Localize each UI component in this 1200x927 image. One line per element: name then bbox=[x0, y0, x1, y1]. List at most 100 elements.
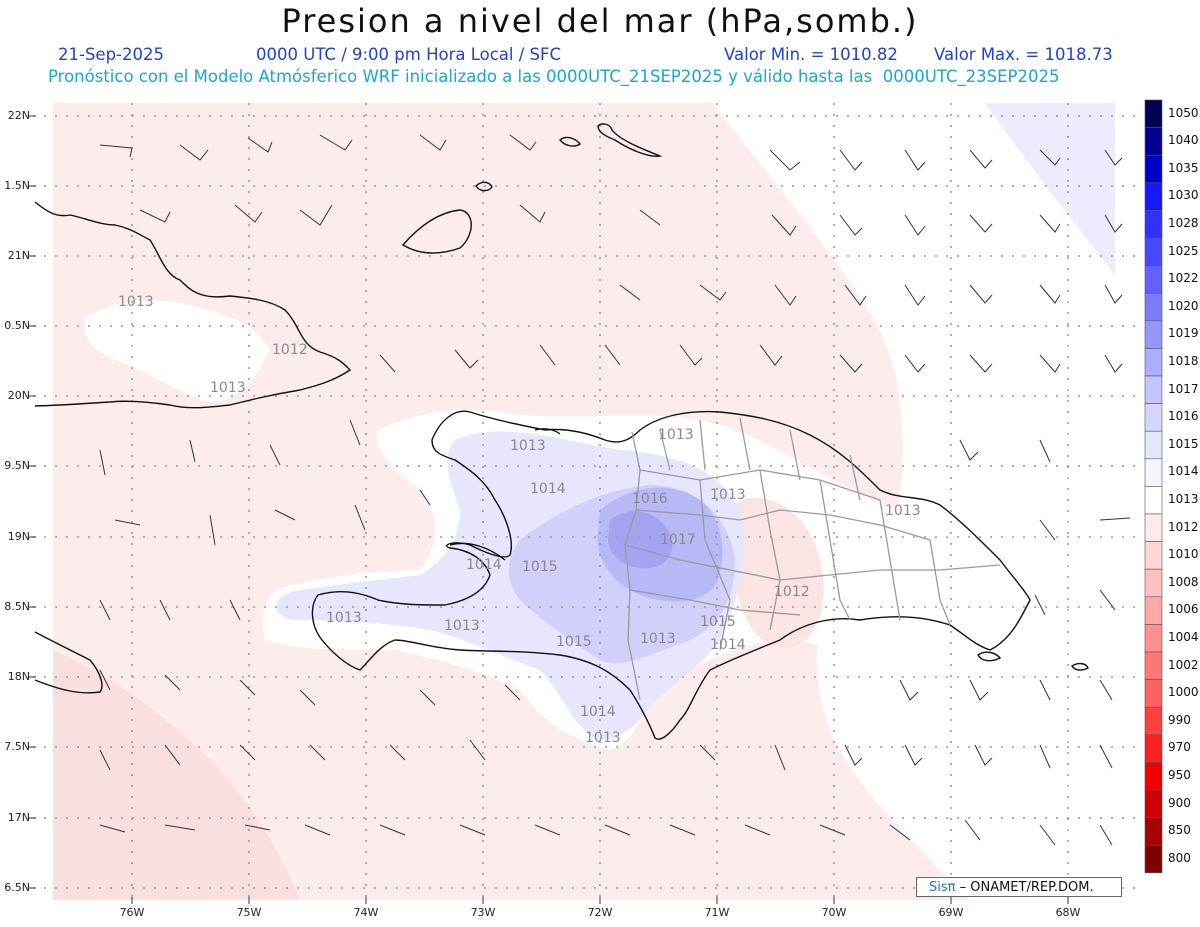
lat-label: 17N bbox=[7, 811, 30, 824]
legend-swatch bbox=[1144, 541, 1163, 570]
contour-label: 1015 bbox=[700, 614, 736, 630]
lat-label: 8.5N bbox=[4, 600, 30, 613]
coastline-hispaniola bbox=[311, 410, 1031, 740]
legend-level-label: 1017 bbox=[1168, 381, 1199, 396]
legend-swatch bbox=[1144, 265, 1163, 294]
legend-swatch bbox=[1144, 320, 1163, 349]
legend-swatch bbox=[1144, 568, 1163, 598]
legend-level-label: 1028 bbox=[1168, 216, 1199, 230]
legend-level-label: 1006 bbox=[1168, 602, 1199, 617]
province-borders bbox=[624, 417, 1001, 701]
legend-swatch bbox=[1144, 844, 1163, 874]
coastline-great-inagua bbox=[401, 209, 472, 254]
legend-swatch bbox=[1144, 210, 1163, 239]
contour-labels: 1013 1012 1013 1013 1014 1016 1017 1013 … bbox=[118, 294, 921, 746]
lon-label: 74W bbox=[353, 906, 379, 919]
contour-label: 1013 bbox=[326, 610, 362, 626]
coastline-mona bbox=[1071, 662, 1089, 671]
lat-label: 0.5N bbox=[4, 319, 30, 332]
contour-label: 1014 bbox=[710, 637, 746, 653]
lon-label: 72W bbox=[587, 906, 613, 919]
lat-label: 6.5N bbox=[4, 881, 30, 894]
legend-level-label: 1035 bbox=[1168, 160, 1199, 175]
credit-box: Sisπ – ONAMET/REP.DOM. bbox=[916, 877, 1122, 897]
legend-swatch bbox=[1144, 292, 1163, 322]
legend-swatch bbox=[1144, 99, 1163, 128]
legend-level-label: 1008 bbox=[1168, 574, 1199, 589]
contour-label: 1014 bbox=[580, 704, 616, 720]
contour-label: 1017 bbox=[660, 532, 696, 548]
legend-swatch bbox=[1144, 430, 1163, 460]
wind-barbs bbox=[99, 134, 1131, 846]
legend-swatch bbox=[1144, 513, 1163, 542]
legend-level-label: 1016 bbox=[1168, 409, 1199, 424]
legend-level-label: 1012 bbox=[1168, 519, 1199, 534]
forecast-description: Pronóstico con el Modelo Atmósferico WRF… bbox=[48, 67, 1060, 86]
legend-level-label: 1014 bbox=[1168, 464, 1199, 479]
max-value-label: Valor Max. = 1018.73 bbox=[934, 45, 1113, 64]
lon-label: 73W bbox=[470, 906, 496, 919]
lon-label: 76W bbox=[119, 906, 145, 919]
pressure-field-1010 bbox=[53, 650, 300, 900]
legend-level-label: 900 bbox=[1168, 795, 1191, 810]
legend-swatch bbox=[1144, 486, 1163, 515]
pressure-field-1014-ne bbox=[985, 103, 1115, 275]
coastline-cuba bbox=[34, 201, 352, 409]
lat-label: 21N bbox=[7, 249, 30, 262]
legend-swatch bbox=[1144, 154, 1163, 184]
lat-label: 18N bbox=[7, 670, 30, 683]
legend-swatch bbox=[1144, 624, 1163, 653]
legend-level-label: 990 bbox=[1168, 712, 1191, 727]
legend-level-label: 1020 bbox=[1168, 298, 1199, 313]
legend-swatch bbox=[1144, 789, 1163, 818]
lat-label: 1.5N bbox=[4, 179, 30, 192]
contour-label: 1013 bbox=[118, 294, 154, 310]
contour-label: 1013 bbox=[510, 438, 546, 454]
pressure-field-1013-cuba bbox=[84, 300, 270, 402]
contour-label: 1013 bbox=[885, 503, 921, 519]
legend-swatch bbox=[1144, 348, 1163, 377]
legend-level-label: 1004 bbox=[1168, 630, 1199, 644]
coastline-saona bbox=[977, 651, 1002, 662]
coastlines bbox=[34, 123, 1089, 740]
contour-label: 1016 bbox=[632, 491, 668, 507]
legend-level-label: 1015 bbox=[1168, 436, 1199, 451]
legend-level-label: 1010 bbox=[1168, 547, 1199, 562]
contour-label: 1013 bbox=[658, 427, 694, 443]
axis-ticks bbox=[28, 115, 1069, 904]
contour-label: 1013 bbox=[210, 380, 246, 396]
legend-swatch bbox=[1144, 596, 1163, 625]
lat-label: 7.5N bbox=[4, 740, 30, 753]
legend-swatch bbox=[1144, 762, 1163, 791]
coastline-small-island-2 bbox=[559, 136, 582, 147]
coastline-jamaica bbox=[34, 631, 103, 694]
contour-label: 1013 bbox=[710, 487, 746, 503]
map-title: Presion a nivel del mar (hPa,somb.) bbox=[281, 2, 919, 40]
legend-swatch bbox=[1144, 237, 1163, 266]
contour-label: 1013 bbox=[444, 618, 480, 634]
lat-label: 22N bbox=[7, 109, 30, 122]
lat-label: 9.5N bbox=[4, 459, 30, 472]
contour-label: 1014 bbox=[466, 557, 502, 573]
legend-swatch bbox=[1144, 375, 1163, 404]
pressure-field-1013-east bbox=[712, 103, 1115, 900]
legend-level-label: 1022 bbox=[1168, 271, 1199, 286]
min-value-label: Valor Min. = 1010.82 bbox=[724, 45, 898, 64]
grid-lines bbox=[33, 103, 1138, 900]
legend-level-label: 1000 bbox=[1168, 685, 1199, 700]
legend-level-label: 1050 bbox=[1168, 105, 1199, 120]
legend-level-label: 1025 bbox=[1168, 243, 1199, 258]
contour-label: 1013 bbox=[640, 631, 676, 647]
legend-level-label: 1013 bbox=[1168, 492, 1199, 506]
legend-level-label: 1030 bbox=[1168, 188, 1199, 203]
legend-level-label: 800 bbox=[1168, 850, 1191, 865]
legend-swatch bbox=[1144, 127, 1163, 156]
legend-color-bar bbox=[1144, 99, 1163, 874]
legend-level-label: 1002 bbox=[1168, 657, 1199, 672]
date-label: 21-Sep-2025 bbox=[58, 45, 164, 64]
legend-level-label: 850 bbox=[1168, 823, 1191, 838]
coastline-tortuga bbox=[534, 428, 561, 435]
credit-brand: Sisπ bbox=[929, 880, 956, 895]
lat-label: 20N bbox=[7, 389, 30, 402]
